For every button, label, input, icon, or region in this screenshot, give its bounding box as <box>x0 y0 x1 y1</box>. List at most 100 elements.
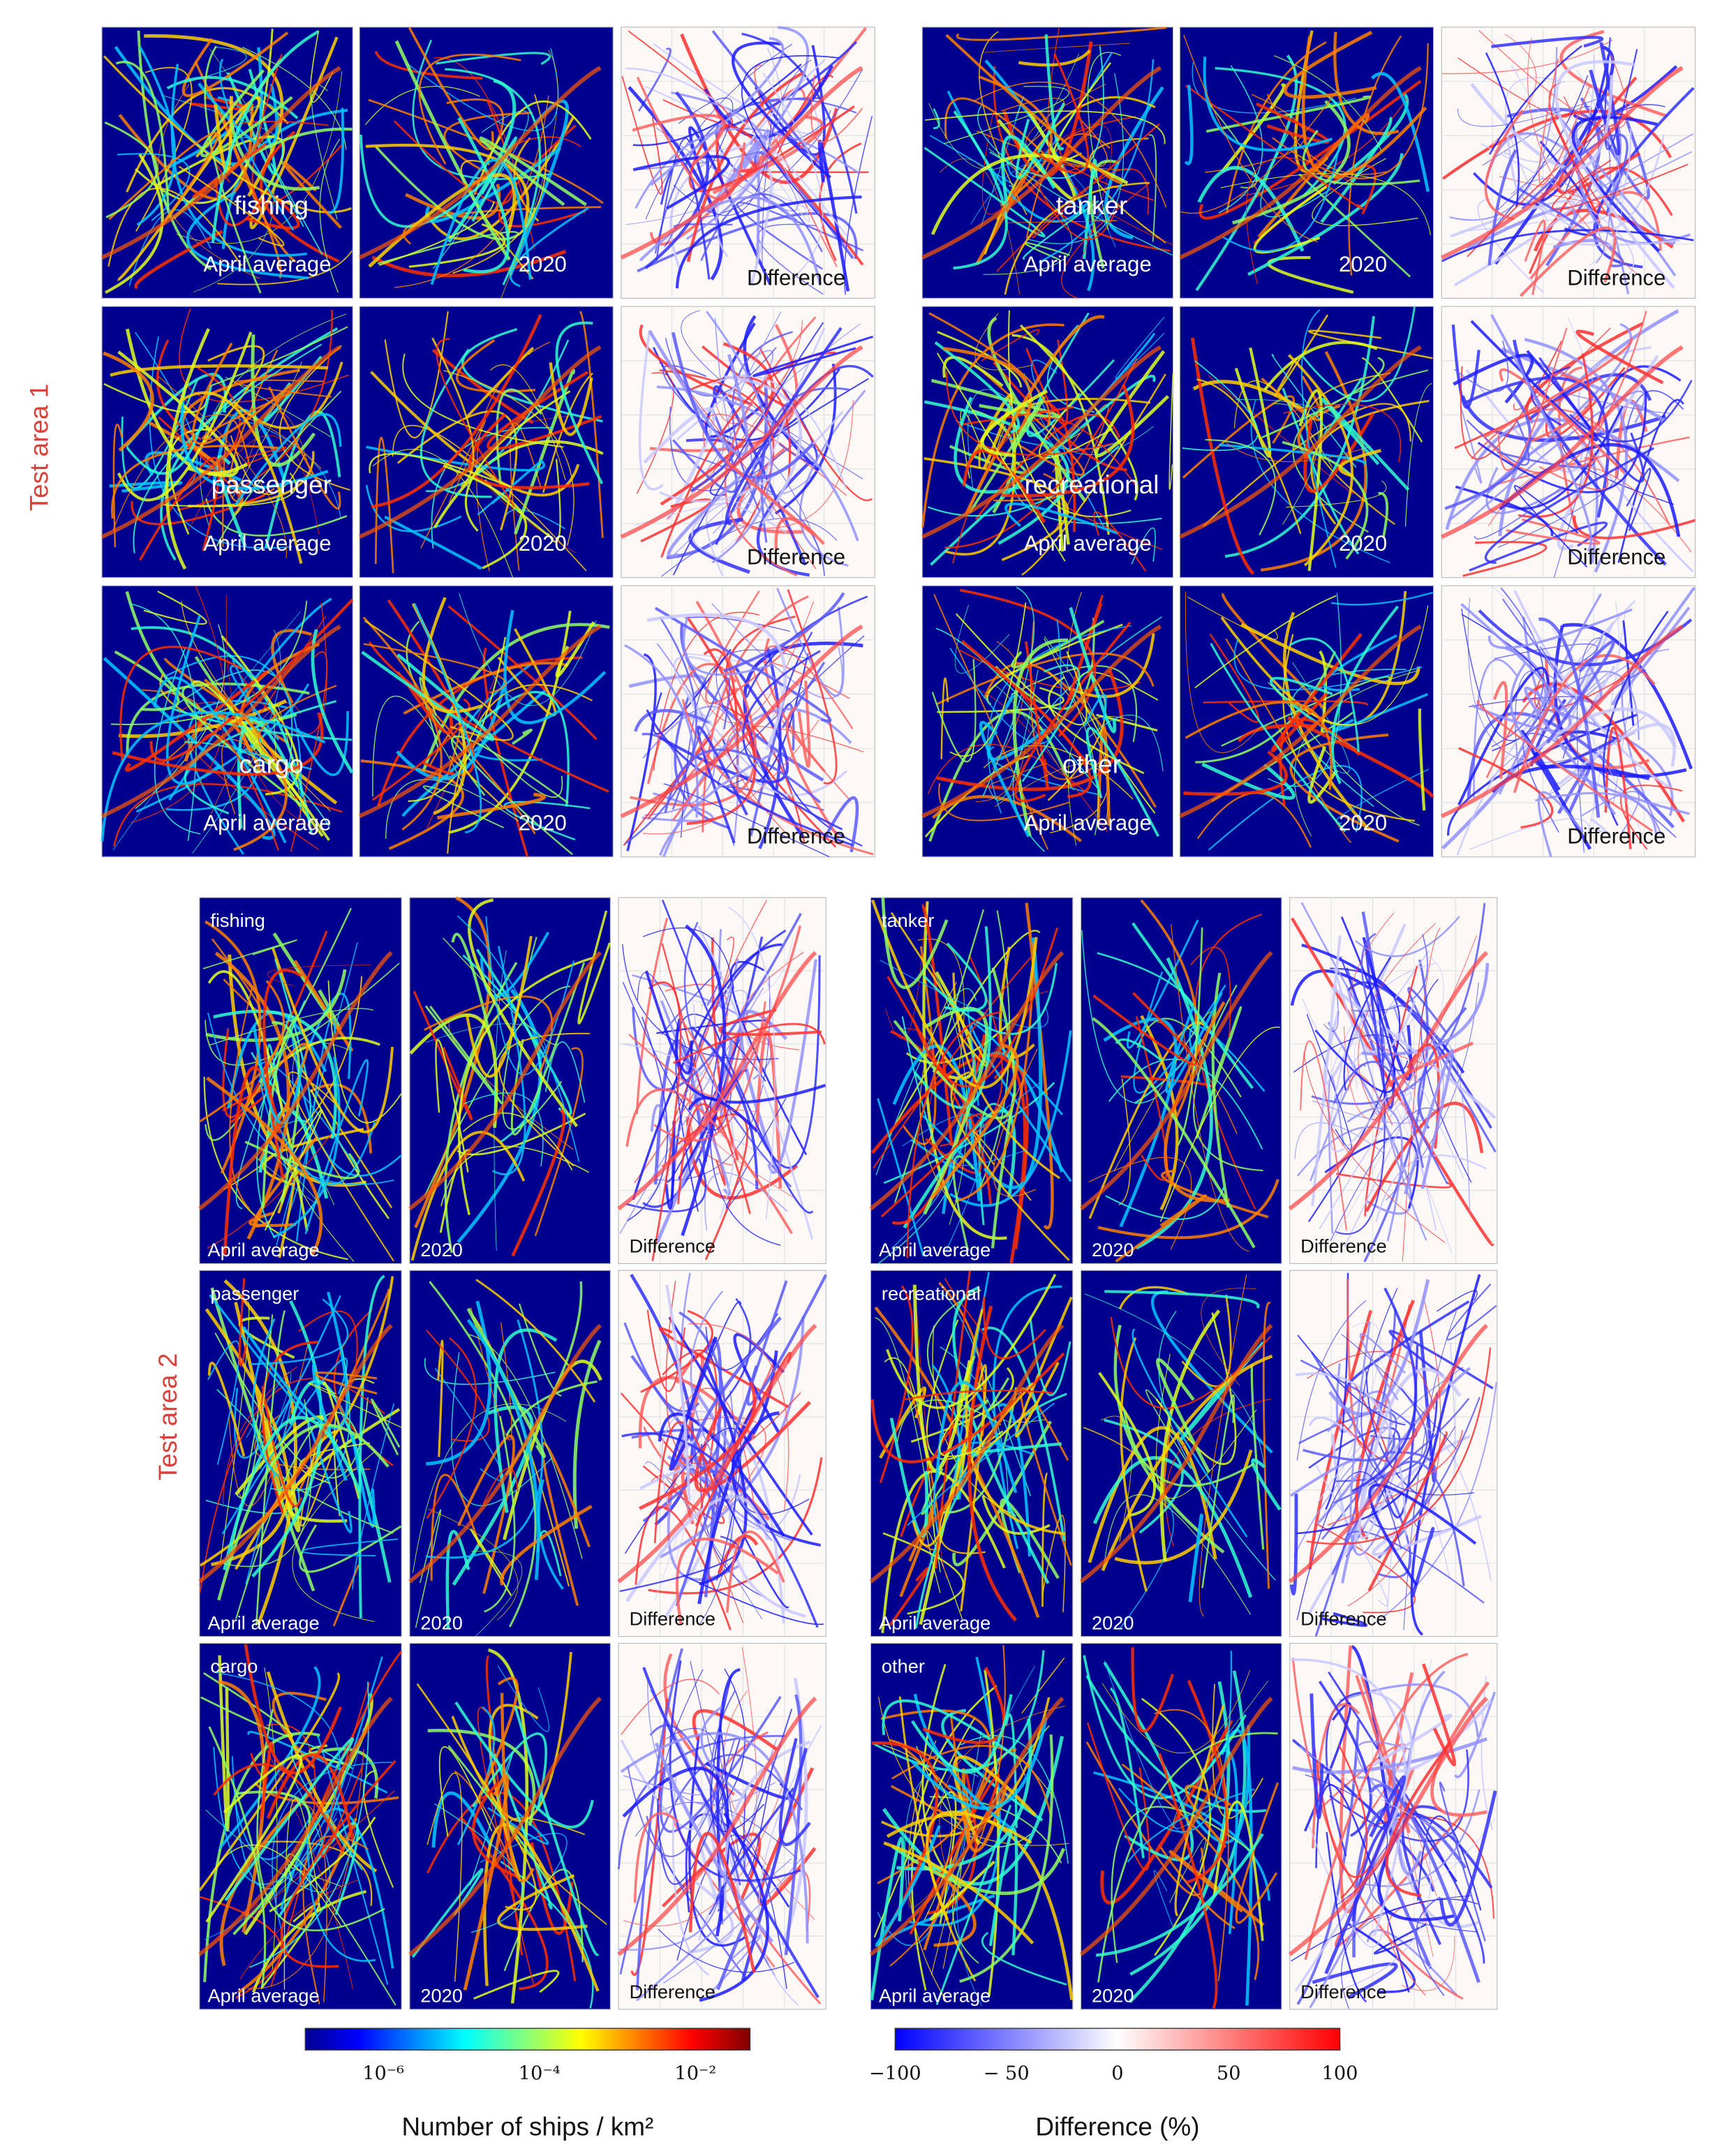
ship-track <box>946 371 1113 456</box>
ship-track <box>778 1738 811 1846</box>
ship-track <box>1377 1451 1437 1559</box>
ship-track <box>135 683 310 813</box>
ship-type-label: tanker <box>882 909 935 931</box>
ship-track <box>1093 511 1147 572</box>
ship-track <box>110 600 308 725</box>
ship-track <box>1416 1896 1445 1996</box>
ship-track <box>1097 1179 1279 1240</box>
ship-track <box>484 1415 516 1613</box>
ship-track <box>181 31 289 98</box>
ship-track <box>209 326 348 387</box>
ship-track <box>443 370 574 546</box>
ship-track <box>1300 309 1337 568</box>
ship-track <box>697 1411 780 1605</box>
ship-track <box>1113 1011 1213 1172</box>
ship-track <box>1332 692 1429 733</box>
ship-track <box>896 1718 1032 1871</box>
ship-track <box>1450 200 1575 287</box>
ship-track <box>511 1108 566 1257</box>
ship-track <box>447 1745 584 1946</box>
ship-track <box>785 706 840 838</box>
ship-track <box>500 1693 535 1882</box>
ship-track <box>1317 1421 1492 1582</box>
ship-track <box>470 1528 512 1596</box>
ship-track <box>728 907 776 1220</box>
ship-track <box>534 1047 584 1237</box>
ship-track <box>451 932 491 1036</box>
panel-label: Difference <box>1300 1235 1386 1256</box>
ship-track <box>843 115 873 295</box>
ship-track <box>889 1566 930 1626</box>
ship-track <box>1369 1827 1478 1933</box>
ship-track <box>270 163 323 255</box>
ship-track <box>191 342 292 445</box>
ship-track <box>1499 368 1626 474</box>
ship-track <box>674 1388 756 1513</box>
ship-track <box>1120 1496 1174 1629</box>
panel-label: Difference <box>747 265 845 290</box>
ship-track <box>646 1309 686 1392</box>
ship-track <box>723 1297 752 1402</box>
ship-track <box>413 990 473 1121</box>
ship-track <box>223 1415 362 1570</box>
ship-track <box>1351 1287 1418 1493</box>
ship-track <box>350 1434 376 1528</box>
ship-track <box>225 594 318 831</box>
ship-track <box>929 1860 995 1921</box>
ship-track <box>1118 1651 1232 1833</box>
ship-track <box>953 110 1008 270</box>
ship-track <box>189 680 330 841</box>
map-panel <box>620 585 875 858</box>
ship-track <box>1489 436 1690 487</box>
ship-track <box>1218 65 1263 214</box>
ship-track <box>247 1731 388 1794</box>
ship-track <box>1195 54 1298 292</box>
coast-band <box>358 624 602 819</box>
ship-track <box>444 962 518 1254</box>
colorbar-label: Difference (%) <box>1035 2113 1199 2141</box>
ship-track <box>620 1732 809 1944</box>
ship-track <box>332 1564 359 1627</box>
ship-track <box>473 101 592 195</box>
ship-track <box>1333 967 1416 1055</box>
ship-track <box>248 727 338 805</box>
ship-track <box>1121 1763 1260 1980</box>
ship-track <box>310 1089 390 1219</box>
ship-track <box>259 1741 274 1820</box>
ship-track <box>920 904 954 1146</box>
ship-track <box>927 445 1120 517</box>
ship-track <box>938 782 1070 821</box>
ship-track <box>1292 1737 1488 1774</box>
ship-track <box>624 1427 742 1581</box>
ship-track <box>109 480 183 493</box>
ship-track <box>1569 380 1693 443</box>
ship-track <box>1417 1815 1482 1911</box>
ship-track <box>619 1535 740 1593</box>
ship-track <box>1474 486 1564 540</box>
ship-track <box>942 346 1032 434</box>
ship-track <box>496 388 542 486</box>
ship-track <box>964 315 1105 515</box>
ship-track <box>942 1387 1018 1514</box>
ship-track <box>1312 1033 1444 1124</box>
map-panel <box>358 585 614 858</box>
ship-track <box>1224 315 1375 558</box>
ship-track <box>1518 353 1594 518</box>
ship-track <box>497 1665 550 1732</box>
ship-track <box>180 385 329 490</box>
ship-track <box>690 937 794 1005</box>
ship-track <box>668 1316 813 1535</box>
coast-band <box>408 1323 602 1584</box>
ship-track <box>1194 595 1337 689</box>
ship-track <box>1021 1658 1065 1713</box>
ship-track <box>884 1357 935 1538</box>
ship-track <box>443 937 559 1046</box>
ship-track <box>653 611 760 771</box>
ship-track <box>952 1286 1050 1584</box>
coast-band <box>1440 624 1684 819</box>
ship-track <box>240 602 327 735</box>
ship-type-label: recreational <box>1025 470 1159 499</box>
ship-track <box>1491 36 1604 48</box>
ship-track <box>1039 392 1113 459</box>
ship-track <box>1524 686 1617 816</box>
